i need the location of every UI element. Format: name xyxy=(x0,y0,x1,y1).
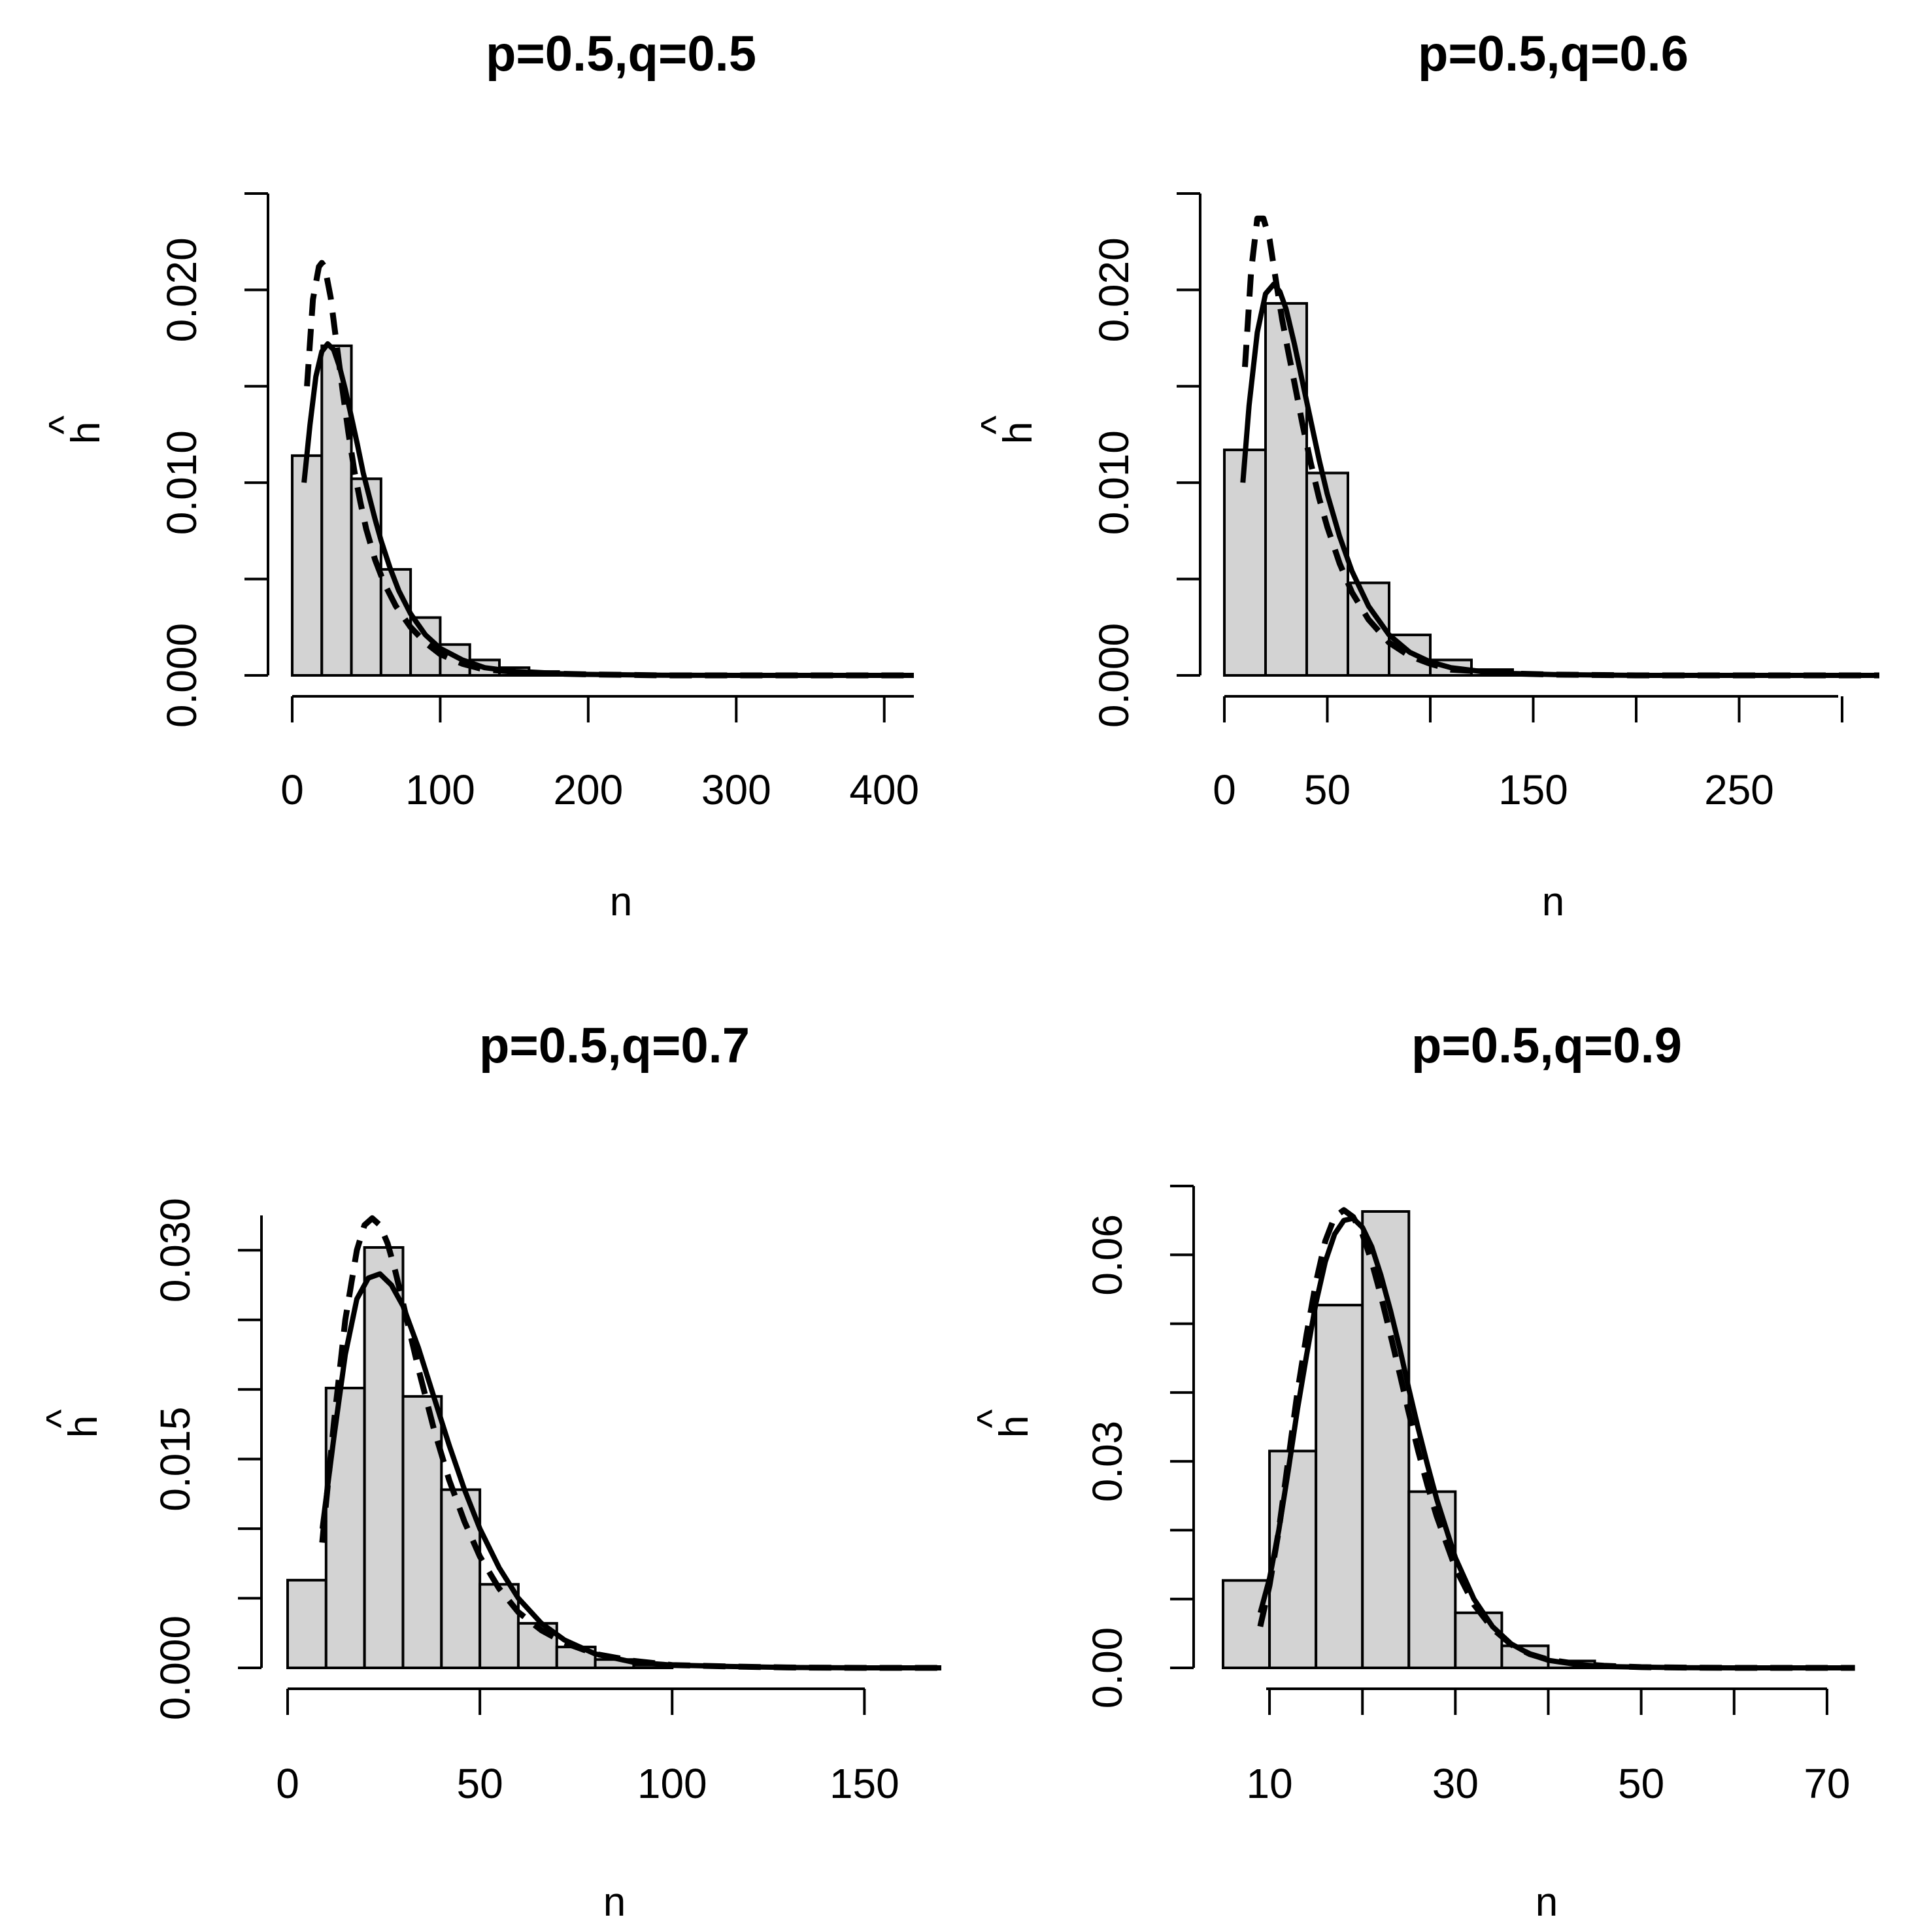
x-tick-label: 200 xyxy=(553,766,623,813)
x-tick-label: 50 xyxy=(457,1760,503,1807)
axes: 0.00 0.03 0.06 10 30 50 70 xyxy=(1084,1185,1851,1807)
histogram-bars xyxy=(1222,1210,1643,1670)
histogram-bar xyxy=(1454,1611,1503,1670)
y-axis-label: h xyxy=(63,422,109,444)
y-axis-label: h xyxy=(992,1415,1037,1438)
y-tick-label: 0.000 xyxy=(152,1616,199,1720)
y-tick-label: 0.020 xyxy=(158,237,205,342)
panel-title: p=0.5,q=0.7 xyxy=(479,1018,750,1074)
x-tick-label: 50 xyxy=(1618,1760,1664,1807)
y-tick-label: 0.000 xyxy=(158,623,205,728)
histogram-bar xyxy=(401,1395,443,1670)
x-axis-label: n xyxy=(1542,879,1564,924)
y-tick-label: 0.00 xyxy=(1084,1627,1131,1709)
y-tick-label: 0.015 xyxy=(152,1407,199,1512)
x-tick-label: 50 xyxy=(1304,766,1351,813)
x-tick-label: 400 xyxy=(849,766,919,813)
histogram-bar xyxy=(363,1246,405,1669)
y-tick-label: 0.010 xyxy=(158,430,205,535)
x-tick-label: 150 xyxy=(830,1760,899,1807)
y-tick-label: 0.03 xyxy=(1084,1421,1131,1502)
axes: 0.000 0.010 0.020 0 50 150 250 xyxy=(1090,192,1843,813)
axes: 0.000 0.015 0.030 0 50 100 150 xyxy=(152,1198,899,1807)
x-tick-label: 100 xyxy=(637,1760,707,1807)
dashed-density-curve xyxy=(1257,1207,1855,1671)
histogram-bar xyxy=(291,454,324,677)
histogram-bar xyxy=(1315,1304,1364,1669)
x-tick-label: 10 xyxy=(1246,1760,1292,1807)
x-axis-label: n xyxy=(1536,1880,1558,1925)
density-curves xyxy=(319,1215,941,1671)
panel-title: p=0.5,q=0.5 xyxy=(486,26,756,82)
x-tick-label: 300 xyxy=(701,766,771,813)
x-tick-label: 250 xyxy=(1704,766,1774,813)
x-tick-label: 0 xyxy=(276,1760,299,1807)
y-tick-label: 0.010 xyxy=(1090,430,1137,535)
y-axis-label: h xyxy=(996,422,1041,444)
x-tick-label: 100 xyxy=(405,766,475,813)
histogram-bars xyxy=(291,344,590,677)
y-axis-label: h xyxy=(61,1415,106,1438)
density-curves xyxy=(1257,1207,1855,1671)
histogram-bar xyxy=(286,1578,327,1669)
panel-p05-q09: p=0.5,q=0.9 0.00 0.03 0.06 10 30 50 70 n h ^ xyxy=(969,1018,1855,1925)
x-tick-label: 150 xyxy=(1498,766,1568,813)
x-axis-label: n xyxy=(610,879,632,924)
y-tick-label: 0.030 xyxy=(152,1198,199,1302)
density-curves xyxy=(301,260,914,679)
dashed-density-curve xyxy=(304,260,914,679)
histogram-bar xyxy=(1223,449,1267,677)
histogram-bar xyxy=(1264,302,1308,677)
panel-title: p=0.5,q=0.9 xyxy=(1411,1018,1682,1074)
axes: 0.000 0.010 0.020 0 100 200 300 400 xyxy=(158,192,919,813)
panel-p05-q07: p=0.5,q=0.7 0.000 0.015 0.030 0 50 100 150 n h… xyxy=(39,1018,941,1925)
dashed-density-curve xyxy=(319,1215,941,1671)
histogram-bar xyxy=(350,477,382,677)
y-tick-label: 0.020 xyxy=(1090,237,1137,342)
histogram-bars xyxy=(1223,302,1555,677)
x-tick-label: 0 xyxy=(280,766,304,813)
x-tick-label: 0 xyxy=(1213,766,1236,813)
x-axis-label: n xyxy=(603,1880,626,1925)
histogram-bar xyxy=(1305,471,1349,677)
y-tick-label: 0.06 xyxy=(1084,1214,1131,1296)
panel-p05-q06: p=0.5,q=0.6 0.000 0.010 0.020 0 50 150 250 n h… xyxy=(973,26,1879,924)
dashed-density-curve xyxy=(1242,215,1879,679)
histogram-bar xyxy=(1268,1449,1318,1670)
y-axis-label-hat: ^ xyxy=(41,415,86,434)
histogram-bar xyxy=(1361,1210,1411,1669)
solid-density-curve xyxy=(1258,1215,1855,1670)
y-axis-label-hat: ^ xyxy=(969,1409,1015,1428)
histogram-bar xyxy=(478,1583,520,1669)
x-tick-label: 30 xyxy=(1432,1760,1479,1807)
y-tick-label: 0.000 xyxy=(1090,623,1137,728)
histogram-bar xyxy=(1407,1490,1457,1669)
panel-p05-q05: p=0.5,q=0.5 0.000 0.010 0.020 0 100 200 300 400… xyxy=(41,26,919,924)
panel-title: p=0.5,q=0.6 xyxy=(1418,26,1688,82)
y-axis-label-hat: ^ xyxy=(973,415,1018,434)
y-axis-label-hat: ^ xyxy=(39,1409,84,1428)
density-curves xyxy=(1240,215,1879,679)
x-tick-label: 70 xyxy=(1804,1760,1850,1807)
